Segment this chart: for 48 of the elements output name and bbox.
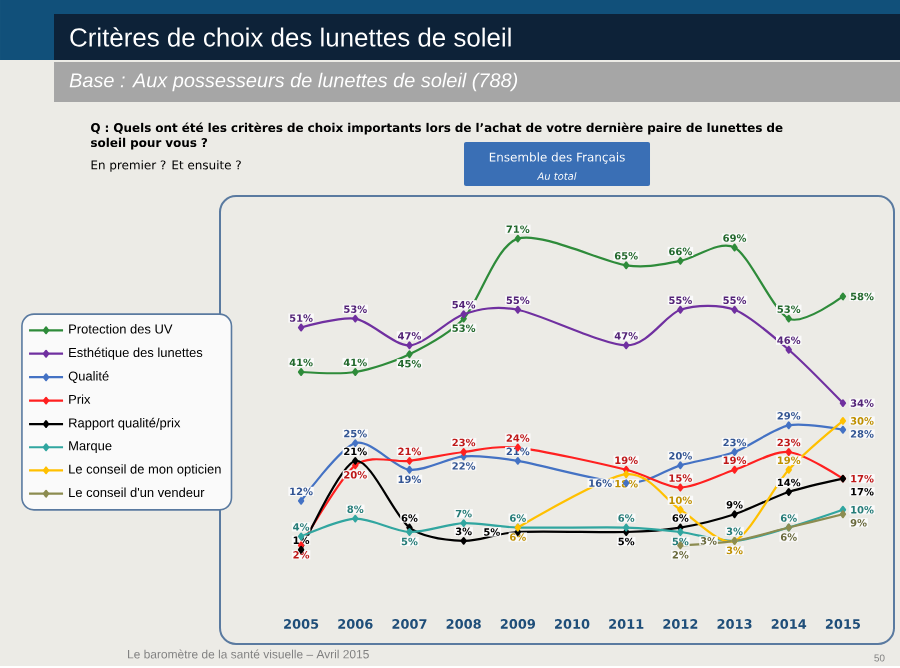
point xyxy=(731,465,738,474)
chart-title: Critères de choix des lunettes de soleil xyxy=(70,27,511,47)
chart-subtitle: Base : Aux possesseurs de lunettes de soleil (788) xyxy=(69,72,518,92)
point xyxy=(622,341,630,350)
point xyxy=(514,305,522,314)
point xyxy=(839,510,847,519)
point xyxy=(785,345,792,354)
point xyxy=(352,314,359,323)
point xyxy=(785,465,792,474)
point xyxy=(677,305,684,314)
point xyxy=(785,448,792,456)
point xyxy=(839,416,847,425)
point xyxy=(406,465,413,474)
point xyxy=(839,292,847,301)
point xyxy=(839,425,847,434)
point xyxy=(352,439,359,447)
point xyxy=(297,323,305,332)
point xyxy=(677,528,684,536)
point xyxy=(622,261,630,270)
point xyxy=(677,256,684,265)
point xyxy=(785,488,792,496)
point xyxy=(677,483,684,492)
point xyxy=(677,461,684,470)
point xyxy=(406,350,413,359)
point xyxy=(677,505,684,514)
point xyxy=(785,421,792,430)
point xyxy=(731,510,738,519)
point xyxy=(352,514,359,523)
point xyxy=(460,448,467,456)
point xyxy=(731,305,738,314)
point xyxy=(460,536,467,545)
point xyxy=(622,528,630,536)
point xyxy=(514,456,522,465)
point xyxy=(406,456,413,465)
point xyxy=(785,314,792,323)
point xyxy=(297,496,305,505)
point xyxy=(406,528,413,536)
point xyxy=(297,368,305,376)
point xyxy=(731,243,738,252)
point xyxy=(622,523,630,532)
point xyxy=(731,448,738,456)
point xyxy=(622,470,630,479)
point xyxy=(514,234,522,243)
point xyxy=(839,399,847,407)
point xyxy=(352,456,359,465)
point xyxy=(460,519,467,527)
point xyxy=(352,368,359,376)
point xyxy=(406,341,413,350)
